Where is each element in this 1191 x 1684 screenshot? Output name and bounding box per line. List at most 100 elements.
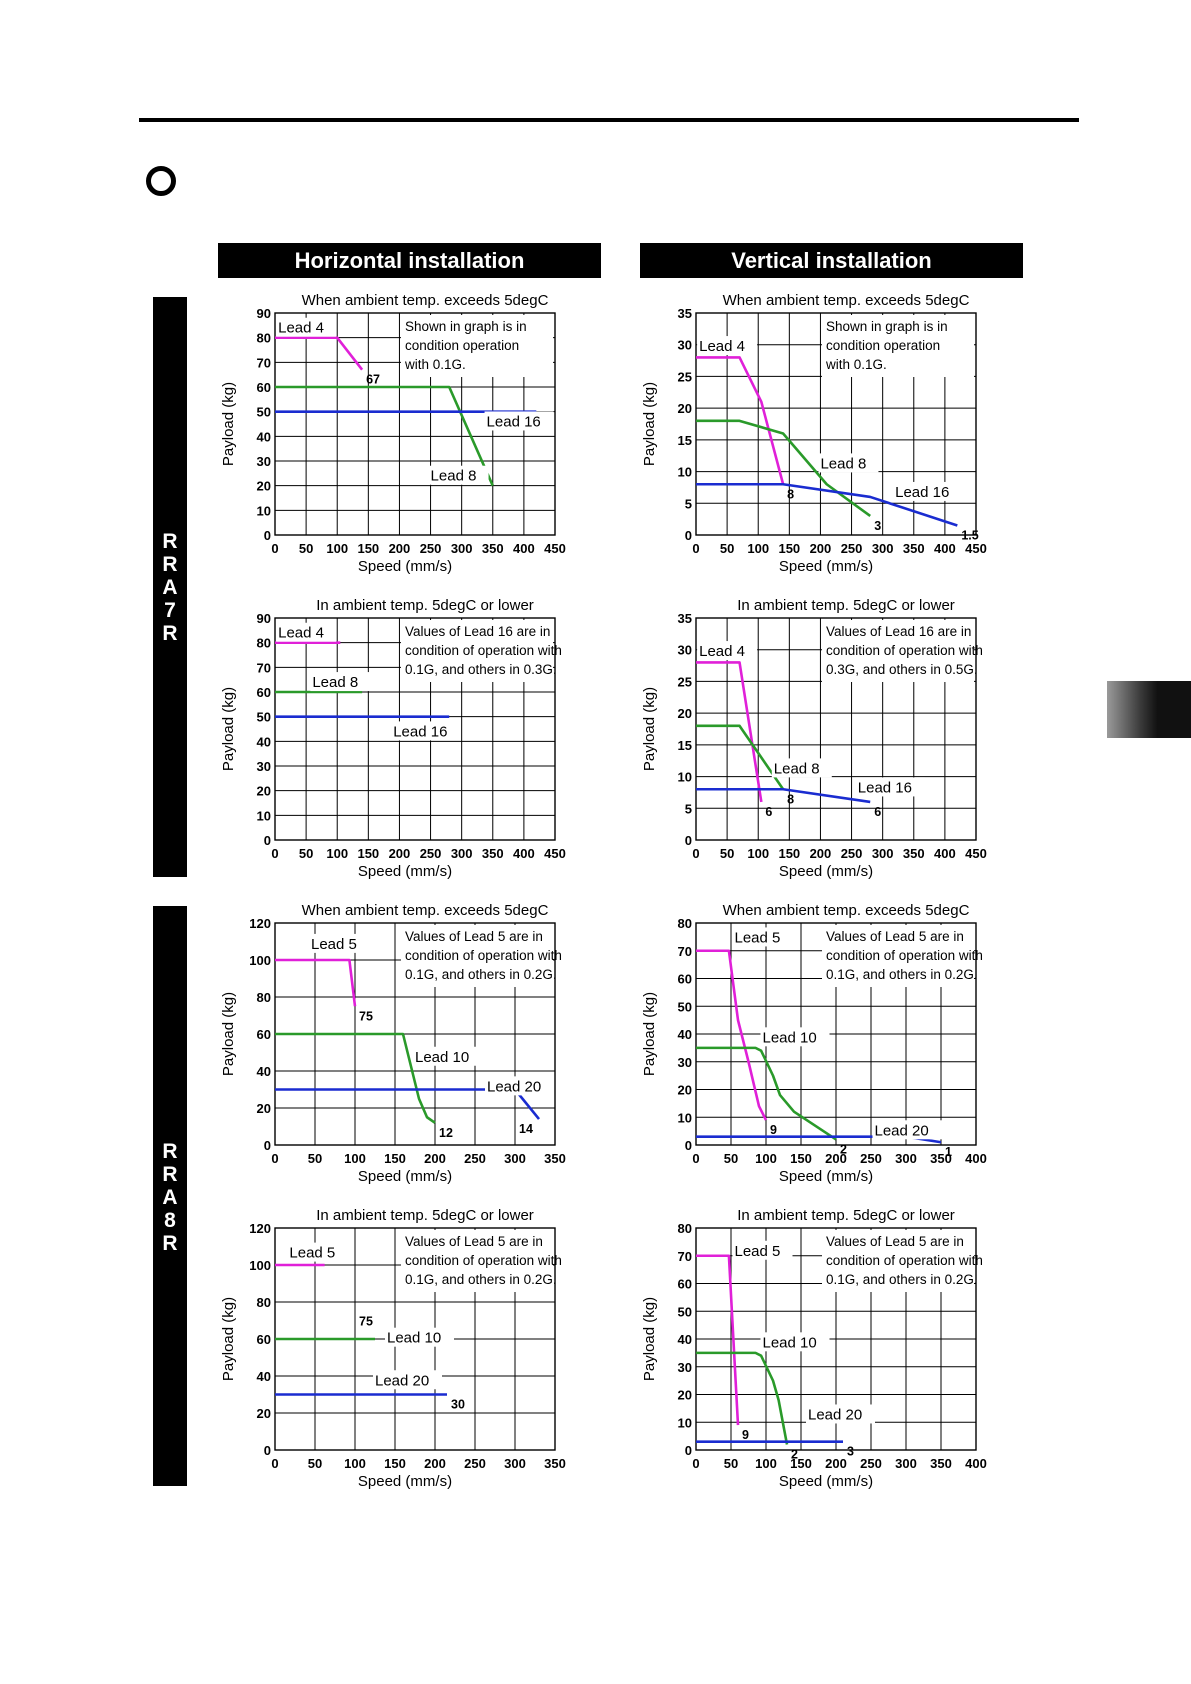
series-label-background (309, 933, 369, 953)
y-tick-label: 10 (678, 1110, 692, 1125)
x-axis-label: Speed (mm/s) (358, 1473, 452, 1490)
y-tick-label: 120 (249, 916, 271, 931)
series-label-background (760, 1332, 830, 1352)
series-label-background (771, 758, 832, 778)
model-band-rra7r (153, 297, 187, 877)
y-axis-label: Payload (kg) (220, 687, 237, 771)
x-tick-label: 300 (895, 1151, 917, 1166)
chart-title: When ambient temp. exceeds 5degC (723, 902, 970, 919)
y-tick-label: 30 (257, 454, 271, 469)
x-tick-label: 100 (747, 541, 769, 556)
chapter-tab (1107, 681, 1191, 738)
x-axis-label: Speed (mm/s) (779, 863, 873, 880)
note-text: Values of Lead 16 are in (405, 624, 550, 639)
x-tick-label: 350 (544, 1456, 566, 1471)
note-text: condition of operation with (826, 1253, 983, 1268)
x-tick-label: 400 (934, 846, 956, 861)
y-tick-label: 20 (257, 1406, 271, 1421)
x-tick-label: 100 (755, 1456, 777, 1471)
x-tick-label: 350 (903, 846, 925, 861)
x-tick-label: 50 (299, 846, 313, 861)
model-label-rra8r: R R A 8 R (162, 1140, 178, 1255)
series-label: Lead 10 (415, 1049, 469, 1066)
y-tick-label: 30 (678, 643, 692, 658)
data-label: 2 (791, 1447, 798, 1461)
x-tick-label: 0 (692, 846, 699, 861)
y-tick-label: 30 (678, 338, 692, 353)
series-label: Lead 8 (774, 760, 820, 777)
x-tick-label: 0 (692, 541, 699, 556)
x-tick-label: 200 (810, 846, 832, 861)
series-label-background (276, 317, 337, 337)
x-tick-label: 0 (692, 1151, 699, 1166)
series-label: Lead 4 (278, 625, 324, 642)
x-tick-label: 250 (420, 541, 442, 556)
note-text: condition of operation with (405, 643, 562, 658)
note-background (822, 1230, 974, 1292)
x-axis-label: Speed (mm/s) (358, 863, 452, 880)
y-tick-label: 50 (257, 405, 271, 420)
x-tick-label: 400 (513, 846, 535, 861)
y-tick-label: 40 (257, 734, 271, 749)
series-label-background (732, 1240, 793, 1260)
x-tick-label: 150 (384, 1456, 406, 1471)
series-label: Lead 20 (875, 1122, 929, 1139)
chart-3: 0 50 100 150 200 250 300 350 400 450 0 10 20 30 40 50 60… (220, 597, 566, 880)
y-tick-label: 60 (257, 380, 271, 395)
plot-frame (274, 617, 556, 841)
series-line-lead-5 (696, 1254, 740, 1426)
note-background (401, 1230, 553, 1292)
chart-7: 0 50 100 150 200 250 300 350 0 20 40 60 80 100 120 Valu… (220, 1207, 566, 1490)
series-label: Lead 8 (431, 468, 477, 485)
x-tick-label: 250 (420, 846, 442, 861)
series-label: Lead 8 (820, 455, 866, 472)
y-axis-label: Payload (kg) (220, 382, 237, 466)
x-tick-label: 250 (841, 846, 863, 861)
series-line-lead-16 (696, 482, 958, 527)
y-tick-label: 15 (678, 433, 692, 448)
y-tick-label: 120 (249, 1221, 271, 1236)
y-axis-label: Payload (kg) (220, 992, 237, 1076)
x-tick-label: 150 (778, 846, 800, 861)
series-label-background (385, 1327, 454, 1347)
y-tick-label: 0 (685, 1138, 692, 1153)
x-tick-label: 200 (424, 1151, 446, 1166)
series-label-background (806, 1404, 875, 1424)
x-tick-label: 300 (895, 1456, 917, 1471)
y-tick-label: 30 (257, 759, 271, 774)
note-text: Values of Lead 5 are in (405, 929, 543, 944)
series-label-background (310, 672, 371, 692)
column-header-vertical: Vertical installation (640, 243, 1023, 278)
x-tick-label: 100 (326, 541, 348, 556)
y-tick-label: 10 (678, 465, 692, 480)
note-background (401, 620, 553, 682)
data-label: 3 (847, 1445, 854, 1459)
note-text: Values of Lead 5 are in (826, 1234, 964, 1249)
series-label-background (391, 721, 461, 741)
x-tick-label: 350 (930, 1151, 952, 1166)
note-text: 0.1G, and others in 0.2G. (405, 967, 557, 982)
header-rule (139, 118, 1079, 122)
data-label: 6 (874, 805, 881, 819)
y-tick-label: 0 (264, 528, 271, 543)
series-label-background (732, 927, 793, 947)
x-tick-label: 150 (357, 846, 379, 861)
y-tick-label: 40 (257, 429, 271, 444)
series-line-lead-4 (696, 661, 763, 803)
chart-title: When ambient temp. exceeds 5degC (723, 292, 970, 309)
x-tick-label: 200 (810, 541, 832, 556)
x-tick-label: 350 (482, 541, 504, 556)
series-label: Lead 20 (808, 1406, 862, 1423)
x-tick-label: 250 (841, 541, 863, 556)
series-label: Lead 4 (699, 643, 745, 660)
series-label-background (373, 1370, 442, 1390)
series-label-background (276, 622, 337, 642)
series-line-lead-4 (275, 336, 364, 371)
data-label: 9 (770, 1123, 777, 1137)
note-text: condition operation (826, 338, 940, 353)
x-tick-label: 50 (720, 541, 734, 556)
plot-frame (695, 312, 977, 536)
x-tick-label: 300 (872, 846, 894, 861)
note-text: 0.1G, and others in 0.2G. (826, 967, 978, 982)
